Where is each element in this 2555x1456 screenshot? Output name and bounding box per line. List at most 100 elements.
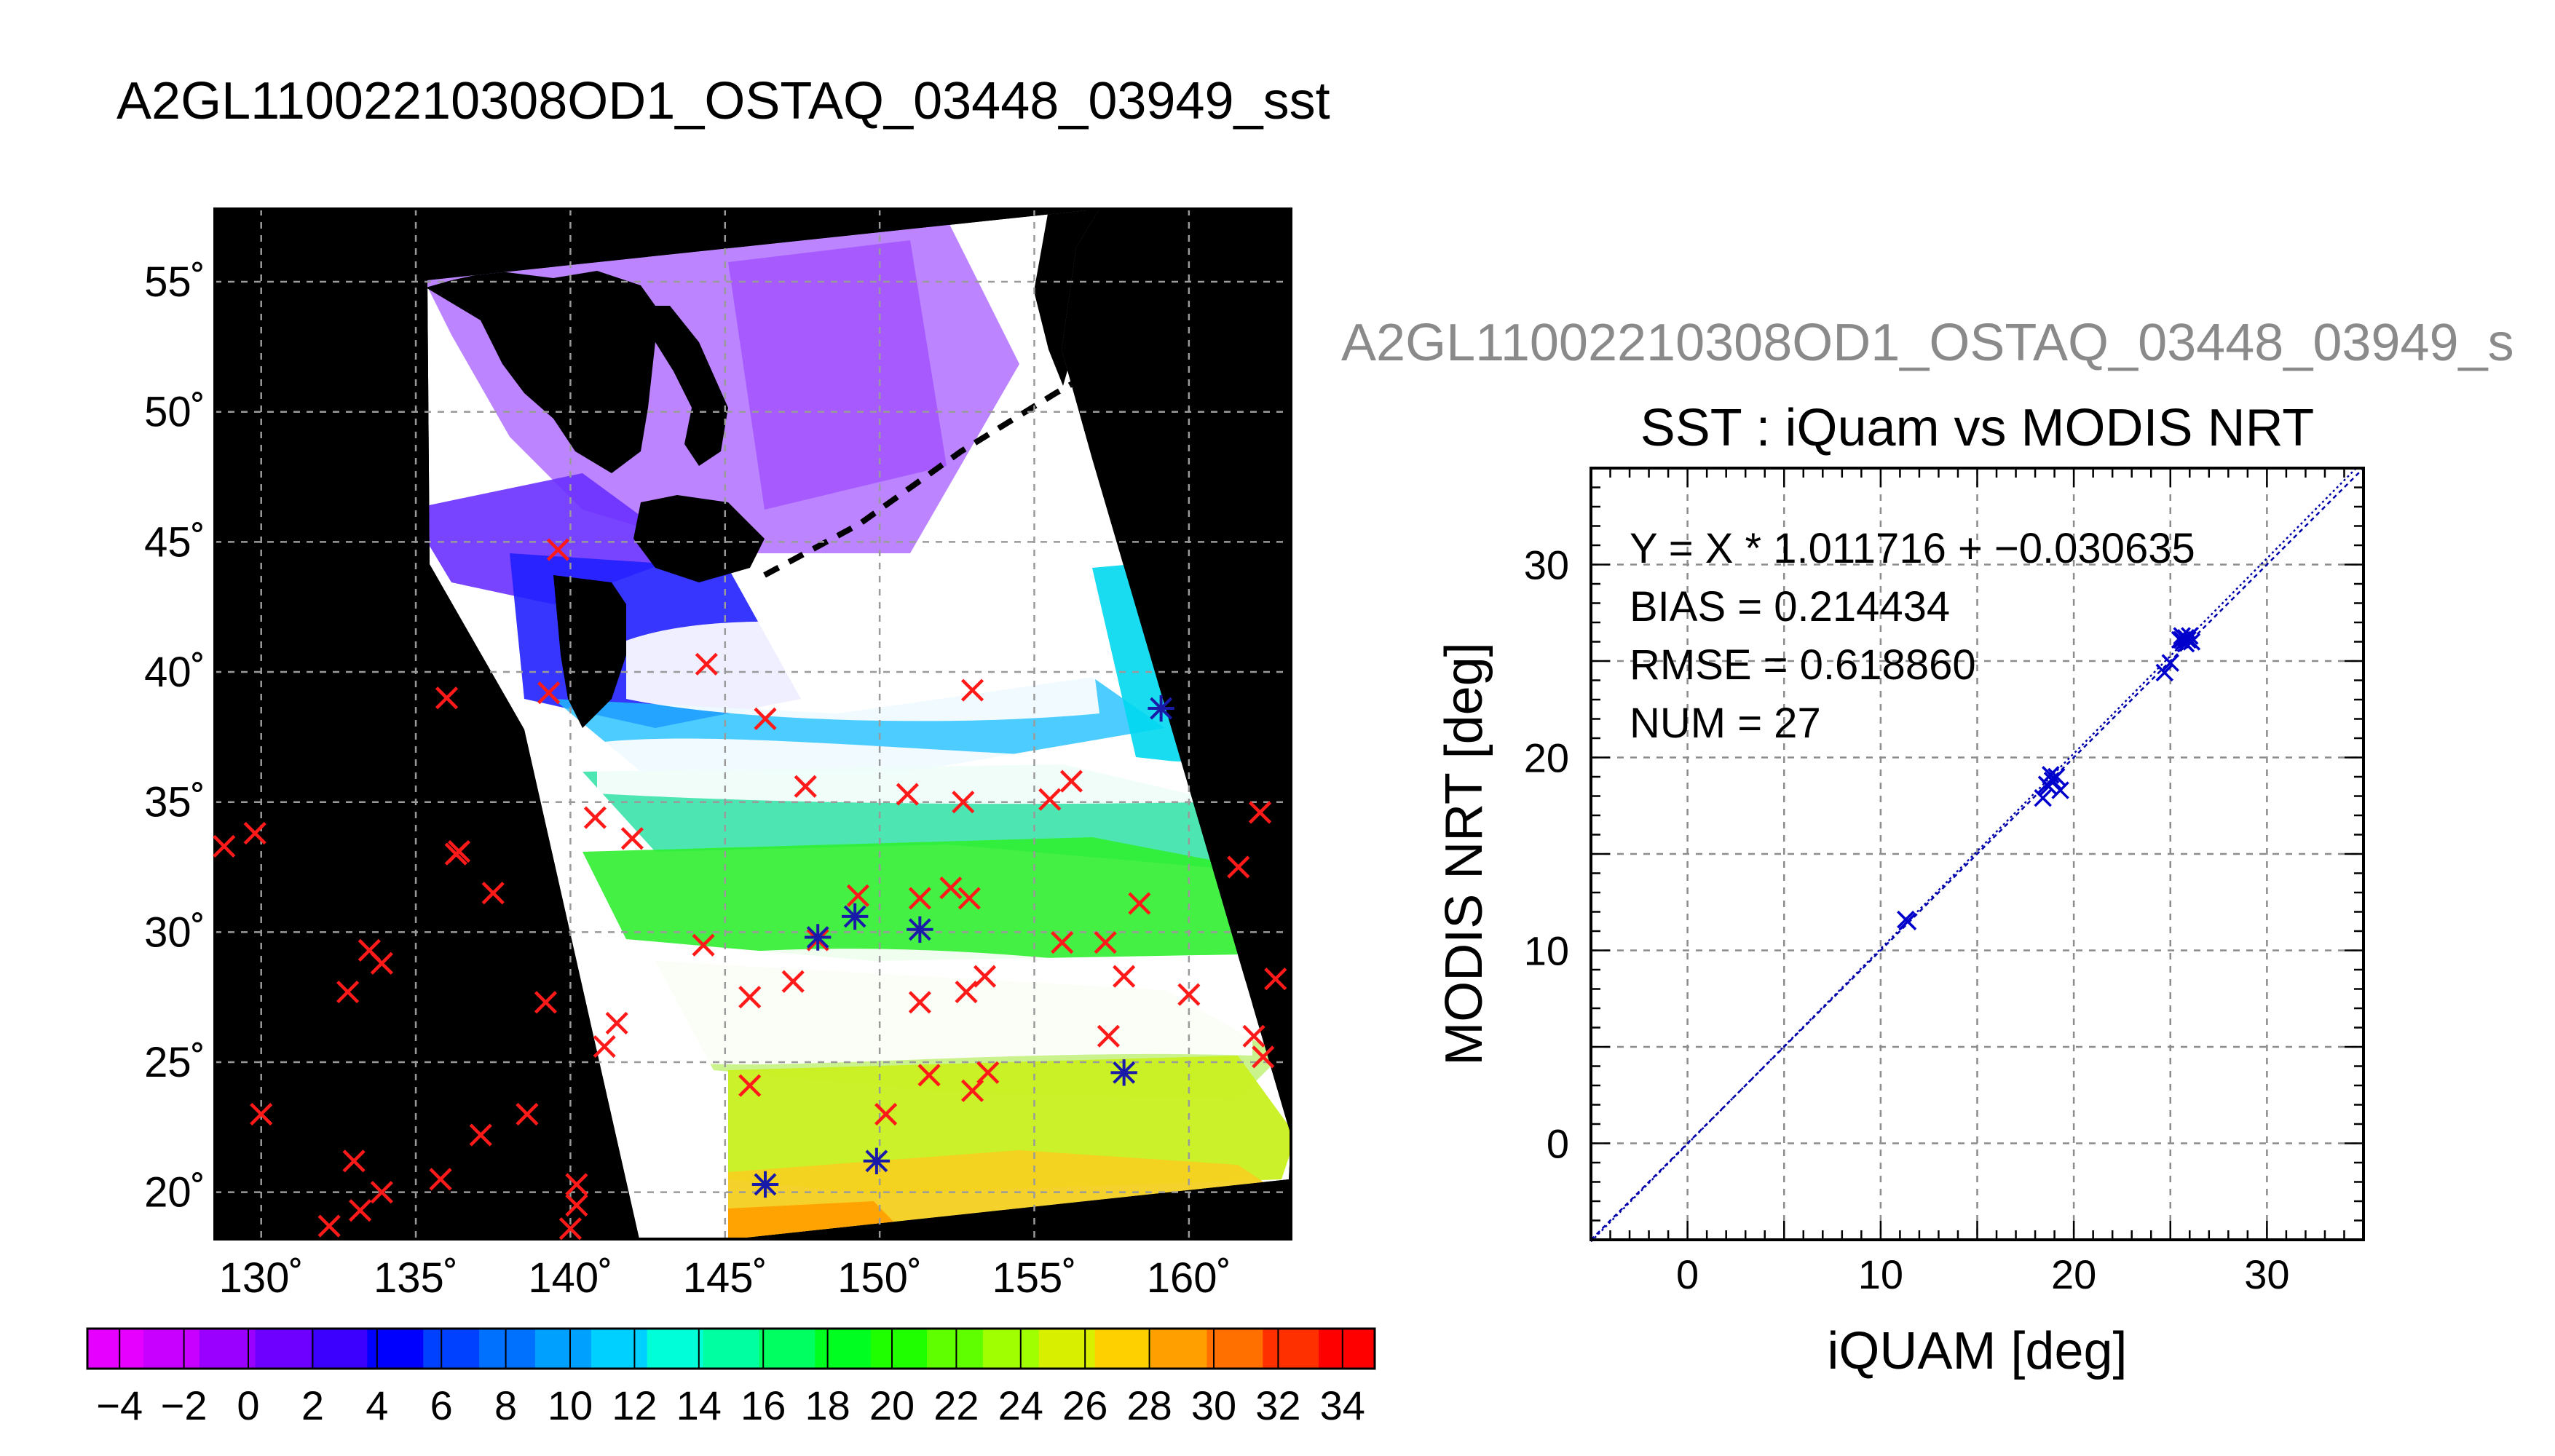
scatter-point [2161, 654, 2179, 672]
map-lat-tick-label: 45˚ [144, 518, 205, 566]
map-cross-marker [896, 783, 919, 806]
scatter-x-tick-label: 30 [2244, 1251, 2289, 1297]
map-cross-marker [1128, 892, 1151, 915]
colorbar-swatch [1038, 1329, 1096, 1369]
map-cross-marker [213, 834, 236, 858]
map-cross-marker [469, 1123, 492, 1147]
map-cross-marker [336, 980, 360, 1004]
scatter-y-tick-label: 0 [1547, 1121, 1569, 1167]
colorbar-swatch [759, 1329, 816, 1369]
colorbar-tick-label: 34 [1320, 1382, 1365, 1428]
map-lon-tick-label: 145˚ [683, 1254, 767, 1302]
scatter-point [2034, 788, 2052, 807]
map-cross-marker [939, 877, 963, 900]
map-cross-marker [960, 1079, 984, 1102]
colorbar-swatch [703, 1329, 759, 1369]
scatter-point [2155, 663, 2174, 682]
scatter-y-axis-label: MODIS NRT [deg] [1435, 642, 1493, 1066]
scatter-point [1898, 912, 1917, 930]
map-matched-marker [907, 916, 933, 943]
map-cross-marker [955, 980, 978, 1004]
sst-region-7 [583, 837, 1282, 961]
map-cross-marker [973, 965, 997, 988]
map-cross-marker [435, 687, 459, 710]
map-matched-marker [863, 1147, 891, 1174]
scatter-title: SST : iQuam vs MODIS NRT [1640, 399, 2315, 457]
colorbar-tick-label: 26 [1062, 1382, 1107, 1428]
colorbar-swatch [87, 1329, 144, 1369]
scatter-y-tick-label: 30 [1524, 542, 1569, 588]
colorbar-tick-label: −4 [96, 1382, 143, 1428]
colorbar-swatch [1263, 1329, 1319, 1369]
map-cross-marker [952, 791, 975, 814]
colorbar-tick-label: 30 [1191, 1382, 1236, 1428]
scatter-point [2047, 767, 2066, 786]
colorbar-swatch [311, 1329, 368, 1369]
colorbar-tick-label: 8 [494, 1382, 517, 1428]
colorbar-tick-label: −2 [161, 1382, 208, 1428]
cloud-band-1 [655, 949, 1252, 1065]
map-cross-marker [534, 991, 558, 1014]
map-lat-tick-label: 30˚ [144, 909, 205, 956]
map-cross-marker [1227, 855, 1250, 879]
colorbar-tick-label: 20 [869, 1382, 915, 1428]
map-matched-marker [751, 1171, 779, 1198]
map-cross-marker [738, 986, 762, 1009]
map-cross-marker [917, 1064, 941, 1087]
map-matched-marker [841, 903, 869, 930]
sst-region-1 [728, 240, 947, 510]
colorbar-tick-label: 14 [676, 1382, 722, 1428]
colorbar-swatch [143, 1329, 200, 1369]
map-cross-marker [1264, 968, 1287, 991]
land-sakhalin-coast [427, 271, 655, 473]
land-hokkaido [633, 495, 765, 582]
map-cross-marker [874, 1102, 898, 1126]
map-cross-marker [546, 538, 570, 561]
colorbar-tick-label: 12 [612, 1382, 657, 1428]
colorbar-swatch [199, 1329, 256, 1369]
map-cross-marker [976, 1061, 1000, 1084]
map-cross-marker [1094, 931, 1117, 954]
scatter-point [2039, 778, 2058, 796]
map-lon-tick-label: 155˚ [992, 1254, 1076, 1302]
colorbar-tick-label: 22 [933, 1382, 979, 1428]
map-lat-tick-label: 55˚ [144, 258, 205, 306]
scatter-stats-line: Y = X * 1.011716 + −0.030635 [1630, 525, 2195, 572]
colorbar-swatch [1319, 1329, 1375, 1369]
colorbar-tick-label: 32 [1255, 1382, 1300, 1428]
scatter-x-tick-label: 0 [1676, 1251, 1699, 1297]
map-lon-tick-label: 130˚ [219, 1254, 304, 1302]
map-layer: 130˚ 135˚ 140˚ 145˚ 150˚ 155˚ 160˚ 55˚ 50˚ 45˚ 40˚… [144, 207, 1292, 1302]
map-cross-marker [908, 991, 931, 1014]
map-lon-tick-label: 135˚ [374, 1254, 458, 1302]
map-lat-tick-label: 20˚ [144, 1169, 205, 1216]
scatter-stats-line: RMSE = 0.618860 [1630, 641, 1976, 689]
map-cross-marker [794, 775, 817, 798]
colorbar-swatch [647, 1329, 704, 1369]
map-cross-marker [754, 707, 777, 730]
map-cross-marker [1051, 931, 1074, 954]
map-lon-tick-label: 160˚ [1147, 1254, 1231, 1302]
colorbar-swatch [423, 1329, 480, 1369]
map-lat-tick-label: 25˚ [144, 1039, 205, 1086]
colorbar-tick-label: 28 [1126, 1382, 1172, 1428]
scatter-x-tick-label: 10 [1858, 1251, 1903, 1297]
scatter-y-tick-label: 10 [1524, 928, 1569, 974]
map-matched-marker [804, 924, 832, 951]
scatter-y-tick-label: 20 [1524, 735, 1569, 781]
map-cross-marker [908, 887, 931, 910]
colorbar-swatch [591, 1329, 648, 1369]
scatter-frame [1590, 467, 2365, 1241]
scatter-stats-line: NUM = 27 [1630, 700, 1821, 747]
identity-line [1590, 467, 2364, 1241]
scatter-points [1897, 627, 2201, 930]
map-cross-marker [1097, 1024, 1121, 1048]
map-frame [213, 207, 1292, 1241]
map-cross-marker [370, 1181, 393, 1204]
map-lat-tick-label: 50˚ [144, 389, 205, 436]
colorbar-tick-label: 18 [805, 1382, 850, 1428]
map-cross-marker [370, 951, 393, 975]
colorbar-swatch [534, 1329, 592, 1369]
